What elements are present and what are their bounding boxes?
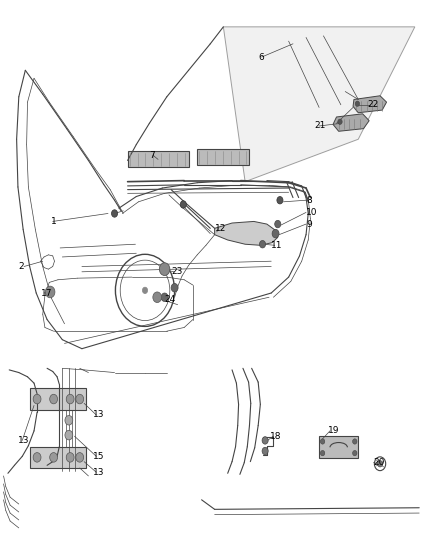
Circle shape (272, 229, 279, 238)
Text: 13: 13 (18, 436, 29, 445)
Text: 8: 8 (306, 196, 312, 205)
Text: 22: 22 (367, 100, 378, 109)
Text: 23: 23 (171, 268, 183, 276)
Text: 11: 11 (271, 241, 283, 250)
Text: 7: 7 (149, 151, 155, 160)
Text: 10: 10 (306, 208, 318, 217)
Polygon shape (223, 27, 415, 182)
Text: 1: 1 (51, 217, 57, 226)
Circle shape (353, 439, 357, 444)
Circle shape (142, 287, 148, 294)
Polygon shape (30, 447, 86, 468)
Circle shape (76, 453, 84, 462)
Text: 20: 20 (374, 458, 385, 467)
Circle shape (180, 201, 186, 208)
Circle shape (171, 284, 178, 292)
Polygon shape (215, 221, 278, 245)
Circle shape (277, 197, 283, 204)
Circle shape (76, 394, 84, 404)
Circle shape (49, 453, 57, 462)
Text: 15: 15 (93, 452, 104, 461)
Circle shape (321, 439, 325, 444)
Circle shape (65, 430, 73, 440)
Polygon shape (353, 96, 387, 113)
Circle shape (355, 101, 360, 107)
Circle shape (66, 453, 74, 462)
Circle shape (353, 450, 357, 456)
Text: 19: 19 (328, 426, 339, 435)
Circle shape (33, 394, 41, 404)
Text: 6: 6 (258, 53, 264, 62)
Circle shape (46, 286, 55, 298)
Polygon shape (30, 389, 86, 410)
Text: 13: 13 (93, 410, 104, 419)
Circle shape (161, 293, 168, 302)
Bar (197, 149, 250, 165)
Circle shape (262, 447, 268, 455)
Circle shape (259, 240, 265, 248)
Text: 21: 21 (315, 122, 326, 131)
Circle shape (378, 461, 383, 467)
Text: 17: 17 (41, 288, 52, 297)
Text: 18: 18 (270, 432, 282, 441)
Text: 2: 2 (18, 262, 24, 271)
Circle shape (112, 210, 117, 217)
Polygon shape (333, 114, 369, 131)
Polygon shape (319, 436, 358, 458)
Bar (127, 151, 188, 167)
Circle shape (262, 437, 268, 444)
Circle shape (66, 394, 74, 404)
Circle shape (338, 119, 342, 124)
Text: 12: 12 (215, 224, 226, 233)
Circle shape (49, 394, 57, 404)
Circle shape (321, 450, 325, 456)
Circle shape (65, 416, 73, 425)
Text: 24: 24 (165, 295, 176, 304)
Circle shape (33, 453, 41, 462)
Circle shape (275, 220, 281, 228)
Circle shape (159, 263, 170, 276)
Text: 9: 9 (306, 220, 312, 229)
Text: 13: 13 (93, 468, 104, 477)
Circle shape (153, 292, 162, 303)
